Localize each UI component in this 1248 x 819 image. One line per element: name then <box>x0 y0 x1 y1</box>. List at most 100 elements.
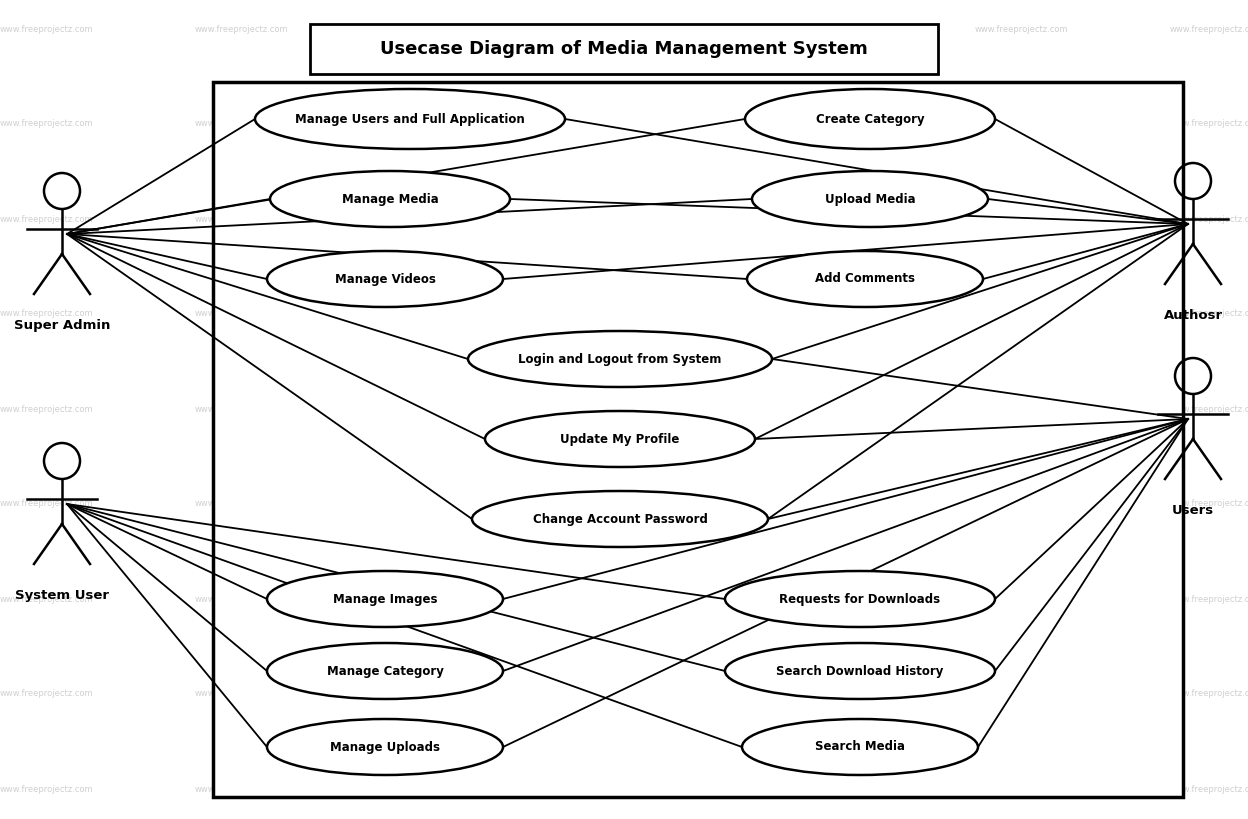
Ellipse shape <box>267 719 503 775</box>
Text: www.freeprojectz.com: www.freeprojectz.com <box>0 785 94 794</box>
Text: System User: System User <box>15 589 109 602</box>
Text: Manage Videos: Manage Videos <box>334 273 436 286</box>
Text: www.freeprojectz.com: www.freeprojectz.com <box>975 500 1068 509</box>
Text: www.freeprojectz.com: www.freeprojectz.com <box>585 785 679 794</box>
Ellipse shape <box>468 331 773 387</box>
Ellipse shape <box>472 491 768 547</box>
Text: www.freeprojectz.com: www.freeprojectz.com <box>0 595 94 604</box>
Ellipse shape <box>753 171 988 227</box>
Text: www.freeprojectz.com: www.freeprojectz.com <box>195 595 288 604</box>
Text: www.freeprojectz.com: www.freeprojectz.com <box>195 690 288 699</box>
Text: www.freeprojectz.com: www.freeprojectz.com <box>585 120 679 129</box>
Text: www.freeprojectz.com: www.freeprojectz.com <box>389 595 484 604</box>
Text: Search Media: Search Media <box>815 740 905 753</box>
Text: www.freeprojectz.com: www.freeprojectz.com <box>585 405 679 414</box>
Text: www.freeprojectz.com: www.freeprojectz.com <box>780 25 874 34</box>
Text: Login and Logout from System: Login and Logout from System <box>518 352 721 365</box>
Ellipse shape <box>267 571 503 627</box>
Text: www.freeprojectz.com: www.freeprojectz.com <box>389 120 484 129</box>
Text: Super Admin: Super Admin <box>14 319 110 332</box>
Text: Manage Images: Manage Images <box>333 592 437 605</box>
Text: www.freeprojectz.com: www.freeprojectz.com <box>195 25 288 34</box>
Text: Manage Uploads: Manage Uploads <box>329 740 441 753</box>
Text: www.freeprojectz.com: www.freeprojectz.com <box>0 690 94 699</box>
Text: Change Account Password: Change Account Password <box>533 513 708 526</box>
Text: www.freeprojectz.com: www.freeprojectz.com <box>0 25 94 34</box>
Text: www.freeprojectz.com: www.freeprojectz.com <box>975 405 1068 414</box>
Ellipse shape <box>267 643 503 699</box>
Ellipse shape <box>725 643 995 699</box>
Text: www.freeprojectz.com: www.freeprojectz.com <box>389 690 484 699</box>
Text: Add Comments: Add Comments <box>815 273 915 286</box>
Text: Manage Category: Manage Category <box>327 664 443 677</box>
Text: www.freeprojectz.com: www.freeprojectz.com <box>1171 785 1248 794</box>
Text: www.freeprojectz.com: www.freeprojectz.com <box>780 405 874 414</box>
Ellipse shape <box>267 251 503 307</box>
Text: www.freeprojectz.com: www.freeprojectz.com <box>975 785 1068 794</box>
Text: www.freeprojectz.com: www.freeprojectz.com <box>195 310 288 319</box>
Text: Usecase Diagram of Media Management System: Usecase Diagram of Media Management Syst… <box>381 40 867 58</box>
Text: Authosr: Authosr <box>1163 309 1223 322</box>
Text: www.freeprojectz.com: www.freeprojectz.com <box>0 405 94 414</box>
Text: www.freeprojectz.com: www.freeprojectz.com <box>1171 690 1248 699</box>
FancyBboxPatch shape <box>310 24 938 74</box>
Text: www.freeprojectz.com: www.freeprojectz.com <box>585 215 679 224</box>
Text: www.freeprojectz.com: www.freeprojectz.com <box>389 310 484 319</box>
Text: www.freeprojectz.com: www.freeprojectz.com <box>195 405 288 414</box>
Text: www.freeprojectz.com: www.freeprojectz.com <box>780 120 874 129</box>
Ellipse shape <box>270 171 510 227</box>
Text: www.freeprojectz.com: www.freeprojectz.com <box>1171 310 1248 319</box>
Text: www.freeprojectz.com: www.freeprojectz.com <box>1171 595 1248 604</box>
Text: Users: Users <box>1172 504 1214 517</box>
Text: Requests for Downloads: Requests for Downloads <box>780 592 941 605</box>
Text: Update My Profile: Update My Profile <box>560 432 680 446</box>
Text: www.freeprojectz.com: www.freeprojectz.com <box>195 215 288 224</box>
Ellipse shape <box>255 89 565 149</box>
Ellipse shape <box>743 719 978 775</box>
FancyBboxPatch shape <box>213 82 1183 797</box>
Text: www.freeprojectz.com: www.freeprojectz.com <box>195 120 288 129</box>
Text: www.freeprojectz.com: www.freeprojectz.com <box>780 785 874 794</box>
Text: Upload Media: Upload Media <box>825 192 915 206</box>
Text: www.freeprojectz.com: www.freeprojectz.com <box>0 120 94 129</box>
Text: www.freeprojectz.com: www.freeprojectz.com <box>1171 215 1248 224</box>
Text: www.freeprojectz.com: www.freeprojectz.com <box>389 500 484 509</box>
Text: www.freeprojectz.com: www.freeprojectz.com <box>975 215 1068 224</box>
Text: www.freeprojectz.com: www.freeprojectz.com <box>1171 25 1248 34</box>
Text: Manage Users and Full Application: Manage Users and Full Application <box>295 112 525 125</box>
Text: www.freeprojectz.com: www.freeprojectz.com <box>585 500 679 509</box>
Text: www.freeprojectz.com: www.freeprojectz.com <box>975 310 1068 319</box>
Text: www.freeprojectz.com: www.freeprojectz.com <box>780 595 874 604</box>
Text: www.freeprojectz.com: www.freeprojectz.com <box>780 215 874 224</box>
Text: www.freeprojectz.com: www.freeprojectz.com <box>975 690 1068 699</box>
Text: www.freeprojectz.com: www.freeprojectz.com <box>780 500 874 509</box>
Text: www.freeprojectz.com: www.freeprojectz.com <box>585 25 679 34</box>
Text: www.freeprojectz.com: www.freeprojectz.com <box>975 25 1068 34</box>
Text: www.freeprojectz.com: www.freeprojectz.com <box>1171 120 1248 129</box>
Ellipse shape <box>725 571 995 627</box>
Text: www.freeprojectz.com: www.freeprojectz.com <box>0 215 94 224</box>
Text: www.freeprojectz.com: www.freeprojectz.com <box>975 595 1068 604</box>
Ellipse shape <box>748 251 983 307</box>
Text: www.freeprojectz.com: www.freeprojectz.com <box>195 500 288 509</box>
Text: Create Category: Create Category <box>816 112 925 125</box>
Text: www.freeprojectz.com: www.freeprojectz.com <box>195 785 288 794</box>
Text: www.freeprojectz.com: www.freeprojectz.com <box>389 785 484 794</box>
Text: www.freeprojectz.com: www.freeprojectz.com <box>780 310 874 319</box>
Text: Manage Media: Manage Media <box>342 192 438 206</box>
Text: www.freeprojectz.com: www.freeprojectz.com <box>585 310 679 319</box>
Text: www.freeprojectz.com: www.freeprojectz.com <box>975 120 1068 129</box>
Text: Search Download History: Search Download History <box>776 664 943 677</box>
Text: www.freeprojectz.com: www.freeprojectz.com <box>0 500 94 509</box>
Ellipse shape <box>485 411 755 467</box>
Text: www.freeprojectz.com: www.freeprojectz.com <box>1171 500 1248 509</box>
Text: www.freeprojectz.com: www.freeprojectz.com <box>0 310 94 319</box>
Text: www.freeprojectz.com: www.freeprojectz.com <box>389 405 484 414</box>
Text: www.freeprojectz.com: www.freeprojectz.com <box>389 215 484 224</box>
Text: www.freeprojectz.com: www.freeprojectz.com <box>1171 405 1248 414</box>
Text: www.freeprojectz.com: www.freeprojectz.com <box>389 25 484 34</box>
Ellipse shape <box>745 89 995 149</box>
Text: www.freeprojectz.com: www.freeprojectz.com <box>585 690 679 699</box>
Text: www.freeprojectz.com: www.freeprojectz.com <box>585 595 679 604</box>
Text: www.freeprojectz.com: www.freeprojectz.com <box>780 690 874 699</box>
